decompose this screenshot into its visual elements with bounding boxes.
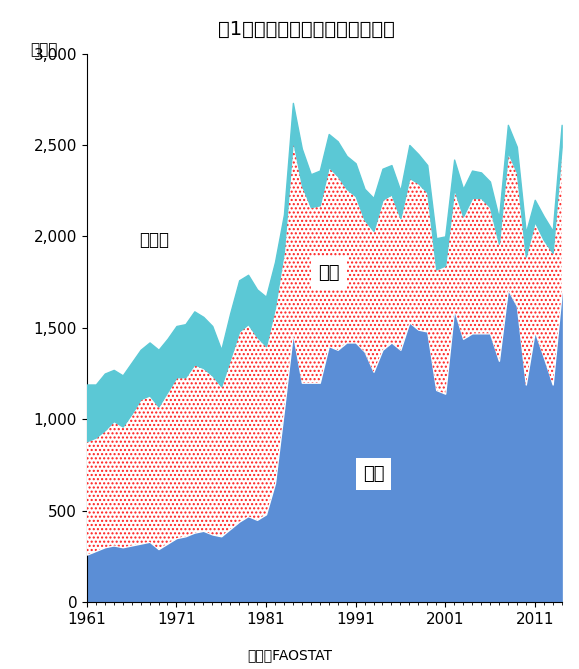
Text: 小麦: 小麦 (363, 465, 384, 483)
Text: その他: その他 (139, 231, 169, 249)
Text: 資料：FAOSTAT: 資料：FAOSTAT (247, 648, 332, 662)
Text: 大麦: 大麦 (318, 264, 339, 282)
Y-axis label: 万トン: 万トン (30, 43, 57, 58)
Text: 図1　イギリスの穀物生産量推移: 図1 イギリスの穀物生産量推移 (218, 20, 395, 39)
